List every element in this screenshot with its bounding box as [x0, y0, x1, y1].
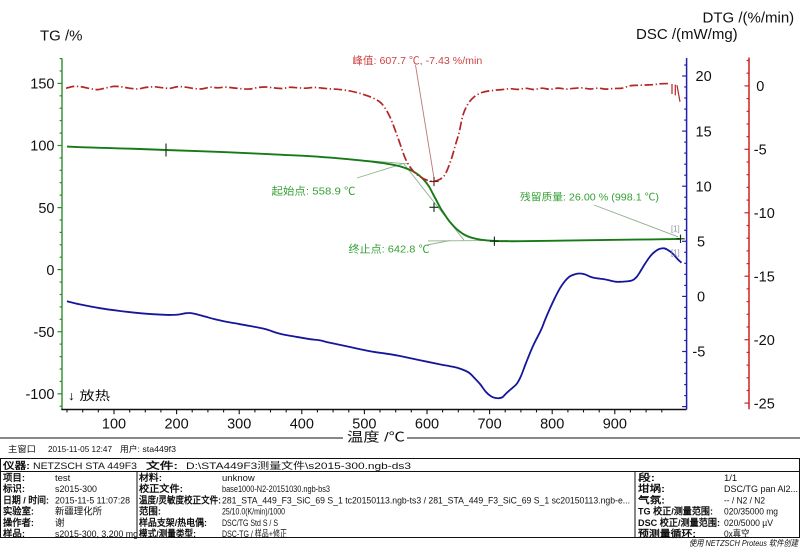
svg-text:谢: 谢 — [55, 517, 65, 529]
svg-text:020/35000 mg: 020/35000 mg — [724, 507, 778, 518]
svg-text:坩埚:: 坩埚: — [638, 483, 665, 495]
svg-text:项目:: 项目: — [3, 473, 25, 484]
svg-text:DSC 校正/测量范围:: DSC 校正/测量范围: — [638, 517, 720, 529]
svg-text:0x真空: 0x真空 — [724, 528, 750, 540]
svg-text:用户: sta449f3: 用户: sta449f3 — [120, 444, 176, 454]
svg-text:样品:: 样品: — [3, 528, 25, 540]
svg-text:预测量循环:: 预测量循环: — [638, 528, 696, 540]
svg-text:残留质量: 26.00 % (998.1 ℃): 残留质量: 26.00 % (998.1 ℃) — [520, 191, 659, 204]
svg-text:-15: -15 — [754, 269, 775, 285]
svg-text:[1]: [1] — [671, 225, 680, 234]
svg-text:仪器:: 仪器: — [2, 461, 30, 472]
svg-text:范围:: 范围: — [139, 506, 161, 518]
svg-text:s2015-300, 3.200 mg: s2015-300, 3.200 mg — [55, 529, 138, 540]
svg-text:base1000-N2-20151030.ngb-bs3: base1000-N2-20151030.ngb-bs3 — [222, 484, 330, 495]
svg-text:-5: -5 — [754, 143, 767, 159]
svg-text:段:: 段: — [638, 472, 655, 484]
svg-text:DSC-TG / 样品+修正: DSC-TG / 样品+修正 — [222, 528, 287, 540]
svg-text:400: 400 — [290, 417, 314, 433]
svg-text:气氛:: 气氛: — [637, 494, 665, 506]
svg-text:温度/灵敏度校正文件:: 温度/灵敏度校正文件: — [139, 494, 221, 506]
svg-text:主窗口: 主窗口 — [8, 444, 36, 454]
svg-text:0: 0 — [697, 290, 705, 306]
svg-text:10: 10 — [696, 179, 712, 195]
svg-text:文件:: 文件: — [145, 460, 178, 472]
svg-text:DSC/TG Std S / S: DSC/TG Std S / S — [222, 518, 278, 529]
svg-text:-- / N2 / N2: -- / N2 / N2 — [724, 495, 765, 506]
svg-text:-10: -10 — [754, 206, 775, 222]
svg-text:2015-11-5 11:07:28: 2015-11-5 11:07:28 — [55, 495, 130, 506]
svg-text:DSC /(mW/mg): DSC /(mW/mg) — [636, 26, 738, 43]
svg-text:100: 100 — [30, 139, 54, 155]
svg-text:-100: -100 — [25, 387, 54, 403]
svg-text:25/10.0(K/min)/1000: 25/10.0(K/min)/1000 — [222, 507, 285, 518]
svg-text:2015-11-05 12:47: 2015-11-05 12:47 — [48, 444, 112, 454]
svg-text:-20: -20 — [754, 333, 775, 349]
svg-text:↓ 放热: ↓ 放热 — [68, 388, 111, 403]
svg-text:-25: -25 — [754, 396, 775, 412]
svg-text:100: 100 — [102, 417, 126, 433]
svg-text:材料:: 材料: — [138, 472, 162, 484]
svg-text:15: 15 — [696, 124, 712, 140]
svg-text:校正文件:: 校正文件: — [139, 483, 183, 495]
svg-text:-5: -5 — [692, 345, 705, 361]
svg-text:900: 900 — [603, 417, 627, 433]
svg-text:300: 300 — [227, 417, 251, 433]
svg-text:新疆理化所: 新疆理化所 — [55, 506, 102, 518]
svg-text:操作者:: 操作者: — [3, 517, 34, 529]
svg-text:5: 5 — [697, 235, 705, 251]
svg-text:峰值: 607.7 ℃, -7.43 %/min: 峰值: 607.7 ℃, -7.43 %/min — [352, 54, 482, 67]
svg-text:s2015-300: s2015-300 — [55, 484, 97, 495]
svg-text:使用 NETZSCH Proteus 软件创建: 使用 NETZSCH Proteus 软件创建 — [689, 538, 799, 548]
svg-text:日期 / 时间:: 日期 / 时间: — [3, 494, 49, 506]
svg-text:020/5000 µV: 020/5000 µV — [724, 518, 774, 529]
svg-text:DTG /(%/min): DTG /(%/min) — [703, 9, 795, 26]
svg-text:NETZSCH STA 449F3: NETZSCH STA 449F3 — [33, 461, 137, 472]
svg-text:0: 0 — [756, 79, 764, 95]
svg-text:-50: -50 — [34, 325, 55, 341]
svg-text:1/1: 1/1 — [724, 473, 737, 484]
svg-text:800: 800 — [540, 417, 564, 433]
svg-text:200: 200 — [164, 417, 188, 433]
svg-text:281_STA_449_F3_SiC_69 S_1 tc20: 281_STA_449_F3_SiC_69 S_1 tc20150113.ngb… — [222, 495, 630, 506]
svg-text:起始点: 558.9 ℃: 起始点: 558.9 ℃ — [272, 185, 357, 198]
svg-text:600: 600 — [415, 417, 439, 433]
svg-text:样品支架/热电偶:: 样品支架/热电偶: — [139, 517, 207, 529]
svg-text:test: test — [55, 473, 71, 484]
svg-text:150: 150 — [30, 77, 54, 93]
svg-text:终止点: 642.8 ℃: 终止点: 642.8 ℃ — [349, 243, 431, 256]
svg-text:温度 /℃: 温度 /℃ — [347, 429, 405, 444]
svg-text:700: 700 — [477, 417, 501, 433]
svg-text:500: 500 — [352, 417, 376, 433]
svg-text:实验室:: 实验室: — [3, 506, 34, 518]
svg-text:TG 校正/测量范围:: TG 校正/测量范围: — [638, 506, 713, 518]
svg-text:unknow: unknow — [222, 473, 255, 484]
svg-text:50: 50 — [38, 201, 54, 217]
svg-text:20: 20 — [696, 69, 712, 85]
svg-text:0: 0 — [46, 263, 54, 279]
svg-text:D:\STA449F3测量文件\s2015-300.ngb-: D:\STA449F3测量文件\s2015-300.ngb-ds3 — [186, 460, 411, 472]
svg-text:[1]: [1] — [671, 249, 680, 258]
svg-text:TG /%: TG /% — [40, 27, 83, 44]
svg-text:模式/测量类型:: 模式/测量类型: — [139, 528, 196, 540]
svg-text:DSC/TG pan Al2...: DSC/TG pan Al2... — [724, 484, 798, 495]
svg-text:标识:: 标识: — [2, 483, 25, 495]
